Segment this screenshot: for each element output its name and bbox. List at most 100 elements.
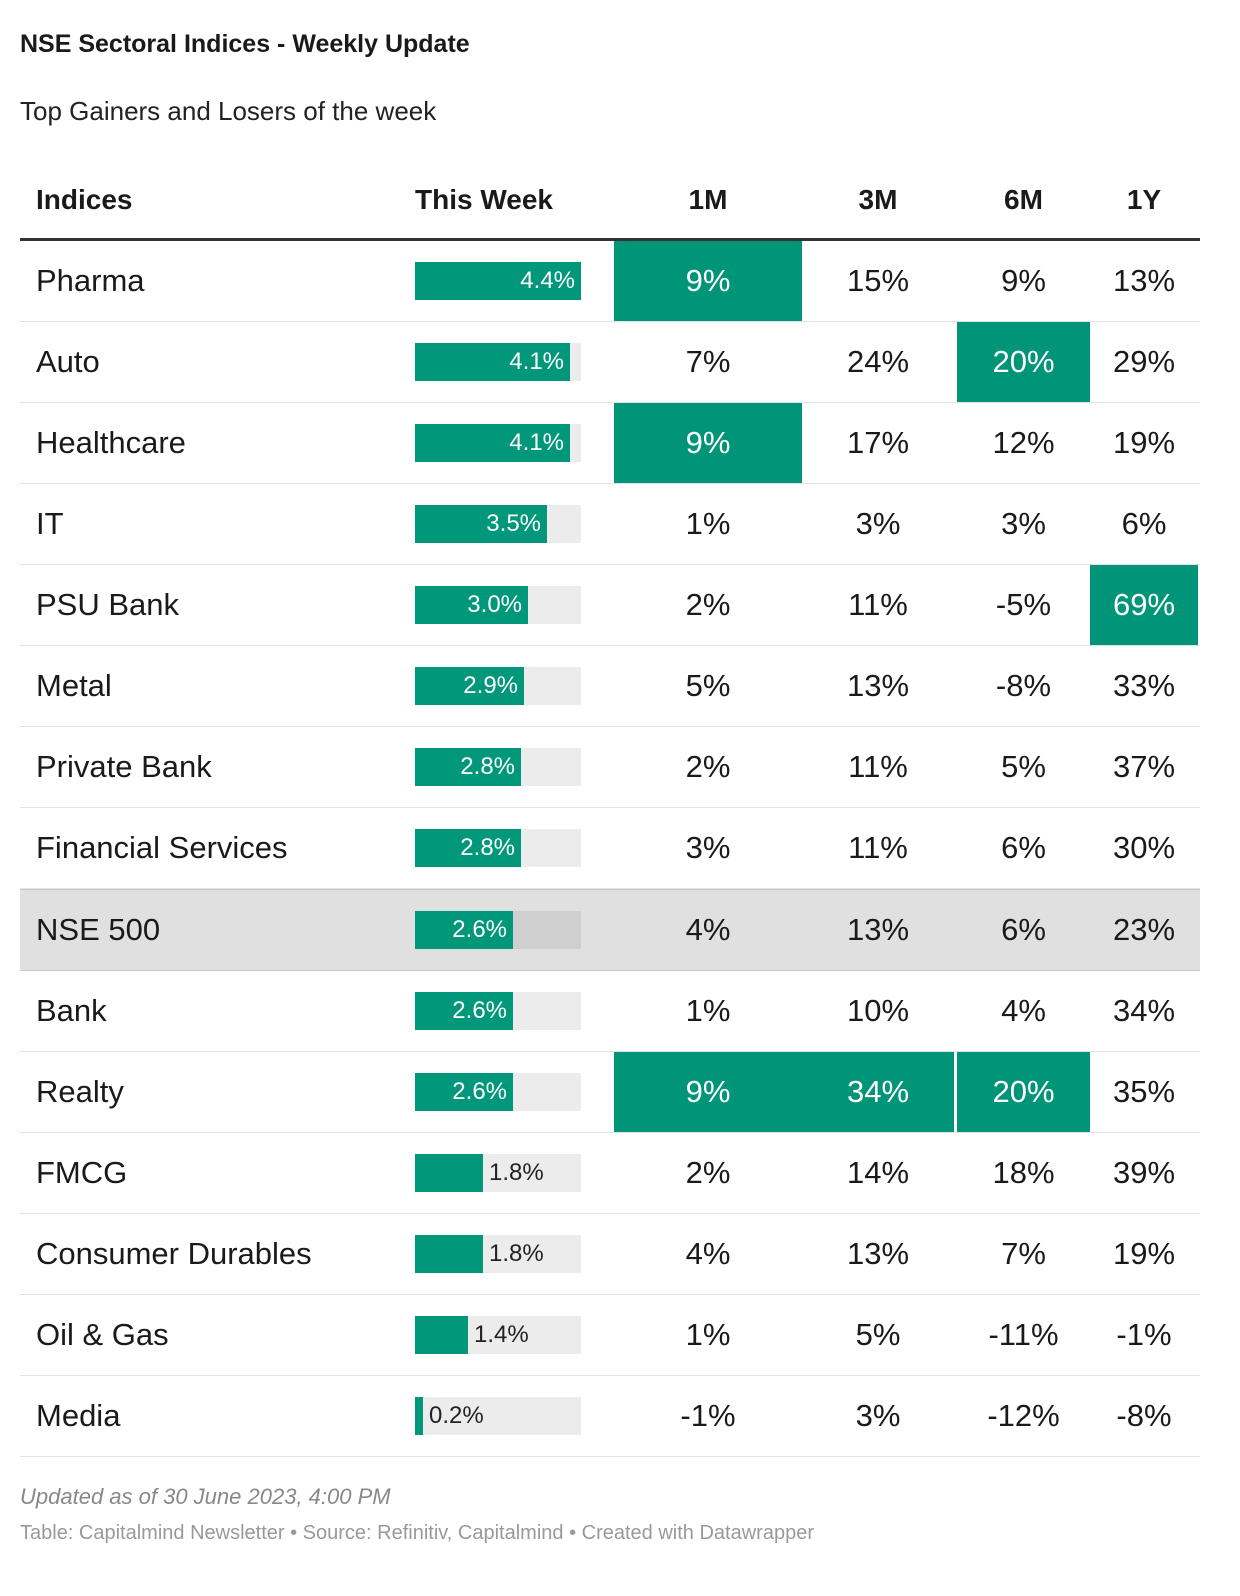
week-bar-label: 1.4% xyxy=(474,1321,529,1348)
return-y1: 29% xyxy=(1112,344,1176,379)
week-bar-track: 2.8% xyxy=(415,748,581,786)
week-bar-label: 1.8% xyxy=(489,1240,544,1267)
index-name: Media xyxy=(36,1398,121,1433)
updated-note: Updated as of 30 June 2023, 4:00 PM xyxy=(20,1484,391,1509)
return-m6: 20% xyxy=(957,322,1090,402)
table-row: Media 0.2% -1% 3% -12% -8% xyxy=(20,1376,1200,1457)
table-row: NSE 500 2.6% 4% 13% 6% 23% xyxy=(20,889,1200,971)
return-m1: 4% xyxy=(685,912,731,947)
return-y1: -1% xyxy=(1116,1317,1172,1352)
return-m6: 12% xyxy=(992,425,1055,460)
week-bar xyxy=(415,343,570,381)
return-m1: 2% xyxy=(685,1155,731,1190)
table-row: Financial Services 2.8% 3% 11% 6% 30% xyxy=(20,808,1200,889)
index-name: Bank xyxy=(36,993,107,1028)
return-m1: 1% xyxy=(685,993,731,1028)
week-bar-track: 2.6% xyxy=(415,1073,581,1111)
return-m6: 3% xyxy=(1001,506,1046,541)
return-m6: 6% xyxy=(1001,830,1046,865)
index-name: Realty xyxy=(36,1074,124,1109)
return-m1: 2% xyxy=(685,749,731,784)
header-this-week[interactable]: This Week xyxy=(415,184,553,215)
return-m6: 9% xyxy=(1001,263,1046,298)
week-bar-track: 2.8% xyxy=(415,829,581,867)
return-m6: 6% xyxy=(1001,912,1046,947)
week-bar-label: 2.8% xyxy=(460,753,515,780)
chart-title: NSE Sectoral Indices - Weekly Update xyxy=(20,30,470,58)
week-bar-label: 2.9% xyxy=(463,672,518,699)
index-name: IT xyxy=(36,506,64,541)
header-1y[interactable]: 1Y xyxy=(1126,184,1162,215)
header-6m[interactable]: 6M xyxy=(1004,184,1043,215)
return-m6: -8% xyxy=(995,668,1052,703)
return-m3: 3% xyxy=(855,506,901,541)
week-bar-label: 2.6% xyxy=(452,997,507,1024)
return-m3: 24% xyxy=(846,344,910,379)
week-bar xyxy=(415,1235,483,1273)
return-m6: 20% xyxy=(957,1052,1090,1132)
return-y1: 39% xyxy=(1112,1155,1176,1190)
week-bar-label: 3.5% xyxy=(486,510,541,537)
return-y1: 35% xyxy=(1112,1074,1176,1109)
table-row: PSU Bank 3.0% 2% 11% -5% 69% xyxy=(20,565,1200,646)
week-bar-label: 0.2% xyxy=(429,1402,484,1429)
return-m6: 7% xyxy=(1001,1236,1046,1271)
week-bar-track: 3.5% xyxy=(415,505,581,543)
week-bar-track: 4.1% xyxy=(415,424,581,462)
week-bar xyxy=(415,505,547,543)
return-m3: 3% xyxy=(855,1398,901,1433)
table-row: FMCG 1.8% 2% 14% 18% 39% xyxy=(20,1133,1200,1214)
week-bar xyxy=(415,748,521,786)
return-m1: 1% xyxy=(685,506,731,541)
week-bar xyxy=(415,1154,483,1192)
week-bar-track: 1.8% xyxy=(415,1235,581,1273)
return-m1: 4% xyxy=(685,1236,731,1271)
week-bar-label: 1.8% xyxy=(489,1159,544,1186)
week-bar xyxy=(415,1316,468,1354)
week-bar-label: 4.1% xyxy=(509,348,564,375)
chart-subtitle: Top Gainers and Losers of the week xyxy=(20,96,437,126)
week-bar xyxy=(415,829,521,867)
week-bar-label: 4.1% xyxy=(509,429,564,456)
return-m3: 13% xyxy=(846,912,910,947)
return-m6: -12% xyxy=(987,1398,1060,1433)
return-m3: 13% xyxy=(846,668,910,703)
return-y1: 30% xyxy=(1112,830,1176,865)
week-bar xyxy=(415,1073,513,1111)
return-y1: 19% xyxy=(1112,425,1176,460)
table-row: Healthcare 4.1% 9% 17% 12% 19% xyxy=(20,403,1200,484)
week-bar xyxy=(415,262,581,300)
week-bar-track: 2.6% xyxy=(415,992,581,1030)
return-m3: 15% xyxy=(846,263,910,298)
return-m1: 9% xyxy=(614,403,802,483)
table-row: Metal 2.9% 5% 13% -8% 33% xyxy=(20,646,1200,727)
return-m1: 5% xyxy=(685,668,731,703)
header-1m[interactable]: 1M xyxy=(688,184,728,215)
index-name: Private Bank xyxy=(36,749,212,784)
week-bar xyxy=(415,992,513,1030)
table-row: Private Bank 2.8% 2% 11% 5% 37% xyxy=(20,727,1200,808)
table-row: Consumer Durables 1.8% 4% 13% 7% 19% xyxy=(20,1214,1200,1295)
week-bar-track: 3.0% xyxy=(415,586,581,624)
week-bar-track: 4.1% xyxy=(415,343,581,381)
week-bar-track: 4.4% xyxy=(415,262,581,300)
return-y1: 37% xyxy=(1112,749,1176,784)
return-m1: 1% xyxy=(685,1317,731,1352)
return-m3: 10% xyxy=(846,993,910,1028)
week-bar-label: 2.6% xyxy=(452,916,507,943)
table-body: Pharma 4.4% 9% 15% 9% 13% Auto 4.1% 7% 24% 20% 29% H… xyxy=(20,241,1200,1457)
return-m3: 14% xyxy=(846,1155,910,1190)
index-name: Metal xyxy=(36,668,112,703)
week-bar-label: 2.8% xyxy=(460,834,515,861)
return-m1: 2% xyxy=(685,587,731,622)
return-m3: 13% xyxy=(846,1236,910,1271)
header-indices[interactable]: Indices xyxy=(36,184,133,215)
table-row: Realty 2.6% 9% 34% 20% 35% xyxy=(20,1052,1200,1133)
week-bar-label: 4.4% xyxy=(520,267,575,294)
header-3m[interactable]: 3M xyxy=(858,184,898,215)
table-row: Bank 2.6% 1% 10% 4% 34% xyxy=(20,971,1200,1052)
sector-table: Indices This Week 1M 3M 6M 1Y Pharma 4.4%… xyxy=(20,160,1200,1457)
return-m3: 11% xyxy=(848,830,908,865)
return-m1: 9% xyxy=(614,241,802,321)
index-name: NSE 500 xyxy=(36,912,161,947)
